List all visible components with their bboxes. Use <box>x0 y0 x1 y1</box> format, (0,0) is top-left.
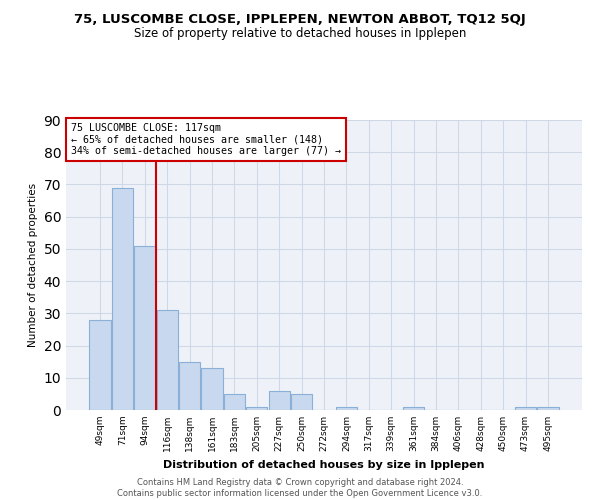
Bar <box>291 394 312 410</box>
Text: 75, LUSCOMBE CLOSE, IPPLEPEN, NEWTON ABBOT, TQ12 5QJ: 75, LUSCOMBE CLOSE, IPPLEPEN, NEWTON ABB… <box>74 12 526 26</box>
Bar <box>157 310 178 410</box>
Text: Contains HM Land Registry data © Crown copyright and database right 2024.
Contai: Contains HM Land Registry data © Crown c… <box>118 478 482 498</box>
Text: Size of property relative to detached houses in Ipplepen: Size of property relative to detached ho… <box>134 28 466 40</box>
Bar <box>515 407 536 410</box>
Bar <box>134 246 155 410</box>
Bar <box>269 390 290 410</box>
Bar <box>537 407 559 410</box>
Bar <box>246 407 268 410</box>
Bar <box>403 407 424 410</box>
Bar <box>202 368 223 410</box>
Bar <box>112 188 133 410</box>
Y-axis label: Number of detached properties: Number of detached properties <box>28 183 38 347</box>
Bar <box>224 394 245 410</box>
X-axis label: Distribution of detached houses by size in Ipplepen: Distribution of detached houses by size … <box>163 460 485 469</box>
Bar <box>89 320 111 410</box>
Bar <box>179 362 200 410</box>
Bar <box>336 407 357 410</box>
Text: 75 LUSCOMBE CLOSE: 117sqm
← 65% of detached houses are smaller (148)
34% of semi: 75 LUSCOMBE CLOSE: 117sqm ← 65% of detac… <box>71 123 341 156</box>
